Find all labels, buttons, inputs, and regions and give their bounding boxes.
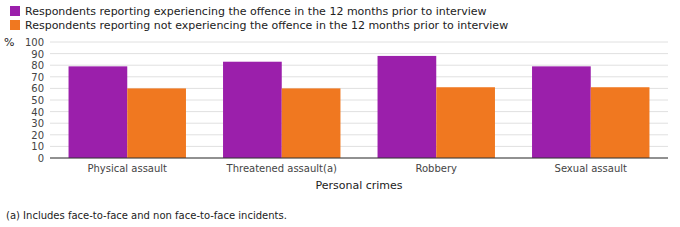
- bar: [127, 88, 186, 158]
- bar: [436, 87, 495, 158]
- x-tick-label: Sexual assault: [555, 163, 627, 174]
- grid-line: [50, 158, 668, 159]
- chart-container: Respondents reporting experiencing the o…: [0, 0, 680, 227]
- y-tick-label: 60: [31, 83, 44, 94]
- grid: [50, 42, 668, 158]
- x-tick-label: Physical assault: [87, 163, 167, 174]
- bar: [69, 66, 128, 158]
- bar: [282, 88, 341, 158]
- grid-line: [50, 53, 668, 54]
- y-axis-label: %: [4, 36, 14, 49]
- y-ticks: 0102030405060708090100: [25, 37, 44, 164]
- y-tick-label: 10: [31, 141, 44, 152]
- x-axis-label: Personal crimes: [315, 179, 402, 192]
- y-tick-label: 40: [31, 107, 44, 118]
- grid-line: [50, 65, 668, 66]
- legend-label: Respondents reporting not experiencing t…: [25, 19, 508, 32]
- legend-label: Respondents reporting experiencing the o…: [25, 5, 487, 18]
- bar: [223, 62, 282, 158]
- x-axis-line: [50, 158, 668, 159]
- bars: [69, 56, 650, 158]
- legend-swatch: [10, 20, 20, 30]
- x-tick-label: Threatened assault(a): [226, 163, 337, 174]
- chart-svg: Respondents reporting experiencing the o…: [0, 0, 680, 227]
- x-tick-label: Robbery: [416, 163, 458, 174]
- y-tick-label: 90: [31, 49, 44, 60]
- y-tick-label: 70: [31, 72, 44, 83]
- y-tick-label: 50: [31, 95, 44, 106]
- y-tick-label: 80: [31, 60, 44, 71]
- y-tick-label: 20: [31, 130, 44, 141]
- footnote: (a) Includes face-to-face and non face-t…: [6, 210, 287, 221]
- grid-line: [50, 42, 668, 43]
- y-tick-label: 100: [25, 37, 44, 48]
- bar: [591, 87, 650, 158]
- bar: [532, 66, 591, 158]
- y-tick-label: 30: [31, 118, 44, 129]
- x-ticks: Physical assault Threatened assault(a) Rob…: [87, 163, 627, 174]
- bar: [378, 56, 437, 158]
- legend-swatch: [10, 6, 20, 16]
- y-tick-label: 0: [38, 153, 44, 164]
- legend: Respondents reporting experiencing the o…: [10, 5, 508, 32]
